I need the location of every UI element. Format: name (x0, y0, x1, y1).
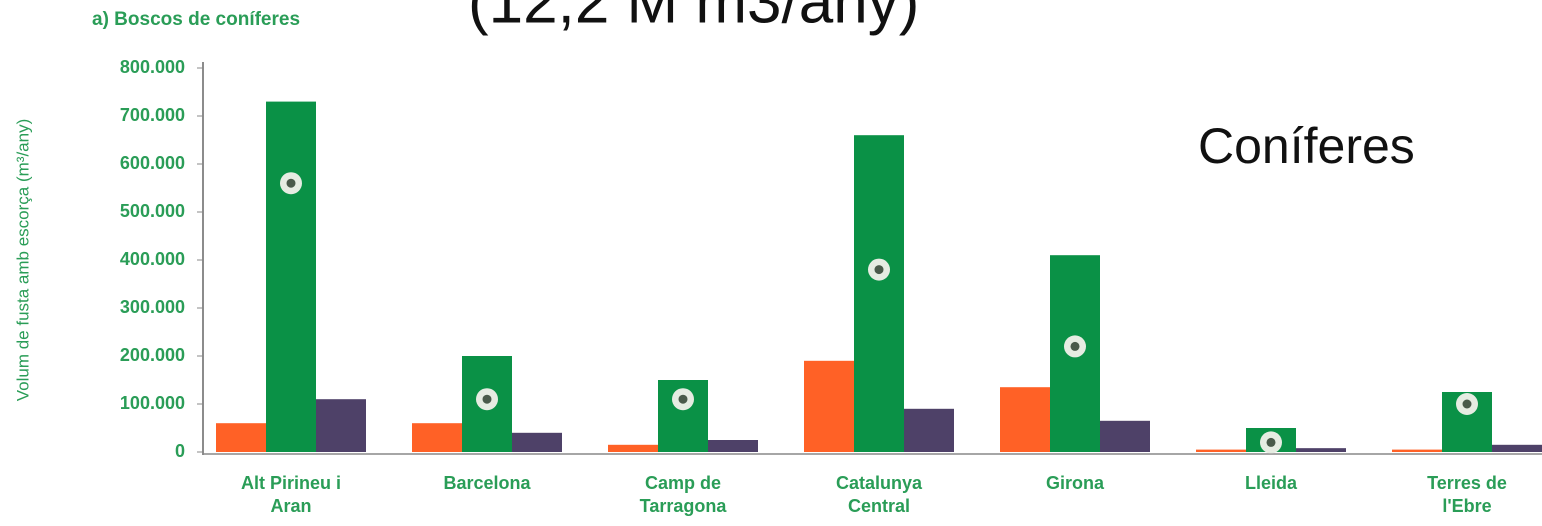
bar (854, 135, 904, 452)
bar (804, 360, 854, 452)
bar (512, 432, 562, 452)
y-tick-label: 500.000 (120, 201, 185, 221)
bar (608, 444, 658, 452)
bar (1000, 387, 1050, 452)
bar (412, 423, 462, 452)
x-tick-label: Girona (1045, 473, 1104, 493)
bar (1492, 444, 1542, 452)
chart-subtitle: a) Boscos de coníferes (92, 9, 300, 30)
x-tick-label: Barcelona (443, 473, 531, 493)
bar (316, 399, 366, 452)
marker (1456, 393, 1478, 415)
marker (868, 258, 890, 281)
x-tick-label: Catalunya Central (835, 473, 923, 516)
bar (1100, 420, 1150, 452)
bar (1296, 448, 1346, 452)
y-tick-label: 800.000 (120, 57, 185, 77)
y-tick-label: 100.000 (120, 393, 185, 413)
x-tick-label: Lleida (1244, 473, 1297, 493)
annotation: Coníferes (1198, 118, 1415, 174)
y-tick-label: 600.000 (120, 153, 185, 173)
y-tick-label: 700.000 (120, 105, 185, 125)
marker (1064, 335, 1086, 358)
y-tick-label: 0 (175, 441, 185, 461)
bar (708, 440, 758, 452)
y-tick-label: 200.000 (120, 345, 185, 365)
y-axis-label: Volum de fusta amb escorça (m³/any) (13, 119, 32, 402)
bar (904, 408, 954, 452)
y-tick-label: 300.000 (120, 297, 185, 317)
chart-title: (12,2 M m3/any) (468, 0, 919, 36)
bar (1392, 449, 1442, 452)
x-tick-label: Alt Pirineu i Aran (240, 473, 341, 516)
marker (1260, 431, 1282, 454)
bar (1196, 449, 1246, 452)
marker (476, 388, 498, 411)
marker (672, 388, 694, 411)
bar (266, 101, 316, 452)
bar (216, 423, 266, 452)
marker (280, 172, 302, 195)
y-tick-label: 400.000 (120, 249, 185, 269)
x-tick-label: Terres de l'Ebre (1427, 473, 1507, 516)
x-tick-label: Camp de Tarragona (639, 473, 727, 516)
